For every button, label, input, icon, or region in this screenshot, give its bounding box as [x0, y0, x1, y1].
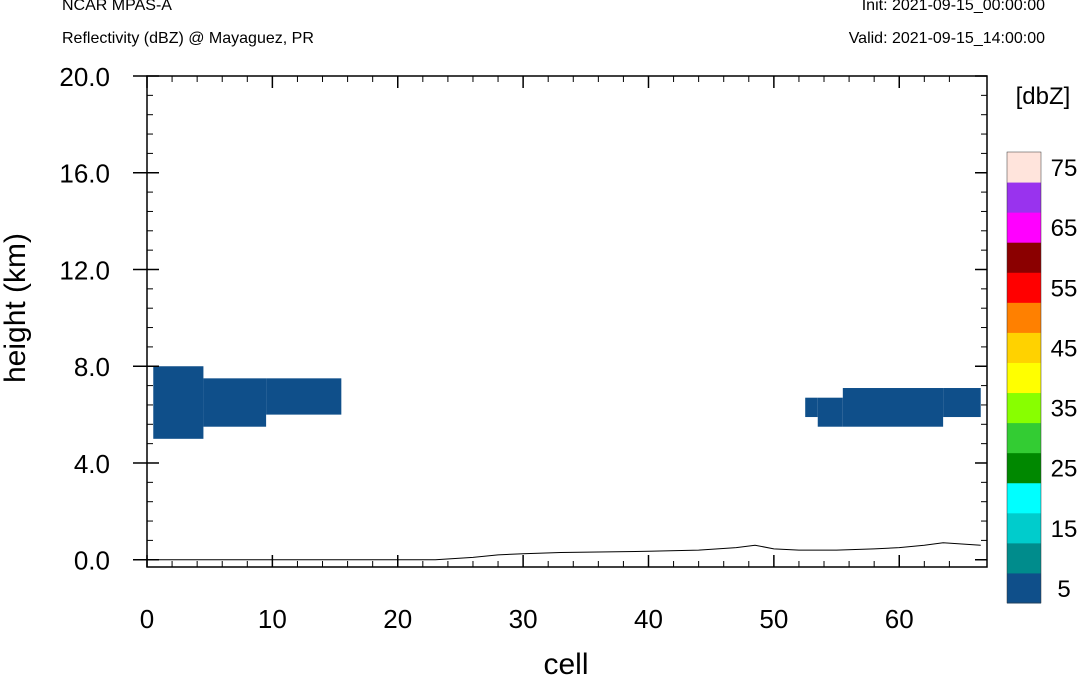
y-tick-label: 12.0: [59, 255, 110, 285]
colorbar-label: 65: [1051, 215, 1078, 242]
colorbar-swatch: [1007, 392, 1041, 424]
terrain-line: [147, 542, 981, 561]
colorbar-label: 55: [1051, 275, 1078, 302]
colorbar-swatch: [1007, 422, 1041, 454]
y-tick-label: 8.0: [74, 352, 110, 382]
x-tick-label: 10: [258, 604, 287, 634]
x-tick-label: 60: [885, 604, 914, 634]
colorbar-swatch: [1007, 452, 1041, 484]
colorbar-swatch: [1007, 302, 1041, 333]
y-tick-label: 4.0: [74, 449, 110, 479]
x-tick-label: 20: [383, 604, 412, 634]
colorbar-swatch: [1007, 152, 1041, 183]
reflectivity-region: [817, 397, 843, 427]
y-axis-label: height (km): [0, 233, 32, 383]
colorbar: 5 15 25 35 45 55 65 75: [1006, 151, 1078, 604]
colorbar-swatch: [1007, 572, 1041, 604]
colorbar-swatch: [1007, 332, 1041, 363]
model-title: NCAR MPAS-A: [62, 0, 172, 14]
plot-subtitle: Reflectivity (dBZ) @ Mayaguez, PR: [62, 30, 314, 47]
colorbar-frame: [1006, 151, 1042, 604]
colorbar-label: 5: [1057, 576, 1070, 603]
init-time: Init: 2021-09-15_00:00:00: [861, 0, 1045, 14]
colorbar-label: 75: [1051, 155, 1078, 182]
colorbar-label: 45: [1051, 335, 1078, 362]
valid-time: Valid: 2021-09-15_14:00:00: [848, 30, 1045, 47]
reflectivity-region: [153, 366, 204, 439]
colorbar-swatch: [1007, 182, 1041, 213]
y-tick-label: 20.0: [59, 62, 110, 92]
reflectivity-region: [842, 388, 944, 427]
colorbar-swatch: [1007, 242, 1041, 273]
plot-frame: [146, 75, 988, 568]
colorbar-swatch: [1007, 482, 1041, 514]
x-tick-labels: 0 10 20 30 40 50 60: [140, 604, 914, 634]
y-tick-label: 0.0: [74, 546, 110, 576]
reflectivity-region: [203, 378, 267, 427]
reflectivity-region: [805, 397, 818, 418]
reflectivity-region: [943, 388, 981, 418]
x-axis-label: cell: [543, 648, 588, 677]
colorbar-swatch: [1007, 512, 1041, 544]
x-tick-label: 50: [759, 604, 788, 634]
colorbar-swatch: [1007, 272, 1041, 303]
x-tick-label: 0: [140, 604, 154, 634]
colorbar-swatch: [1007, 542, 1041, 574]
reflectivity-regions: [153, 366, 981, 439]
x-tick-label: 30: [509, 604, 538, 634]
colorbar-label: 25: [1051, 456, 1078, 483]
x-tick-label: 40: [634, 604, 663, 634]
y-tick-labels: 0.0 4.0 8.0 12.0 16.0 20.0: [59, 62, 110, 576]
reflectivity-region: [266, 378, 342, 415]
colorbar-label: 15: [1051, 516, 1078, 543]
colorbar-title: [dbZ]: [1016, 83, 1071, 110]
colorbar-swatch: [1007, 212, 1041, 243]
y-tick-label: 16.0: [59, 159, 110, 189]
colorbar-swatch: [1007, 362, 1041, 394]
axis-ticks: [133, 75, 987, 567]
terrain-polyline: [147, 542, 981, 561]
colorbar-label: 35: [1051, 396, 1078, 423]
